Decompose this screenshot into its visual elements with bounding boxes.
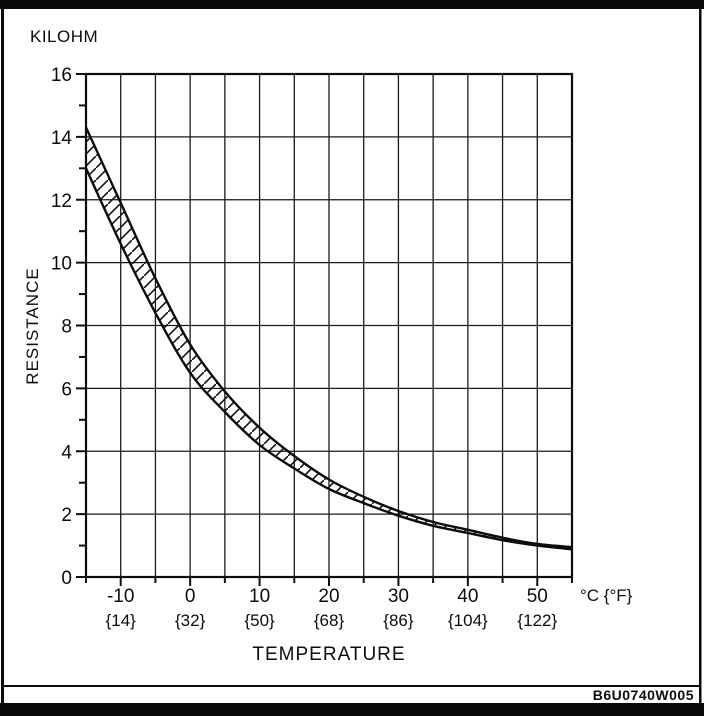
y-tick-label: 0 bbox=[61, 568, 72, 589]
x-tick-label-celsius: 30 bbox=[388, 586, 409, 607]
x-tick-label-celsius: 40 bbox=[457, 586, 478, 607]
axes-and-ticks bbox=[76, 72, 574, 586]
y-tick-label: 14 bbox=[51, 128, 73, 149]
y-tick-label: 12 bbox=[51, 191, 72, 212]
x-tick-label-fahrenheit: {68} bbox=[314, 611, 345, 630]
y-tick-label: 2 bbox=[61, 505, 72, 526]
x-tick-label-fahrenheit: {104} bbox=[448, 611, 488, 630]
x-axis-unit-label: °C {°F} bbox=[580, 586, 633, 605]
scan-bar-top bbox=[0, 0, 704, 9]
scan-border-right bbox=[699, 0, 702, 716]
upper-limit-curve bbox=[84, 126, 573, 549]
band-hatch-area bbox=[86, 127, 572, 550]
y-tick-label: 6 bbox=[61, 379, 72, 400]
x-tick-label-fahrenheit: {122} bbox=[517, 611, 557, 630]
tick-labels: 0 2 4 6 8 10 12 14 16 -10 {14} 0 {32} 10 {50} 20 {68} 30 {… bbox=[51, 65, 558, 630]
y-tick-label: 8 bbox=[61, 317, 72, 338]
y-unit-label: KILOHM bbox=[30, 27, 98, 46]
figure-code: B6U0740W005 bbox=[593, 687, 694, 703]
resistance-band bbox=[84, 126, 573, 551]
x-tick-label-celsius: 50 bbox=[527, 586, 548, 607]
scan-border-left bbox=[1, 0, 4, 716]
x-tick-label-celsius: 20 bbox=[318, 586, 339, 607]
x-tick-label-fahrenheit: {50} bbox=[244, 611, 275, 630]
y-axis-label: RESISTANCE bbox=[23, 267, 42, 384]
grid bbox=[85, 73, 573, 578]
y-tick-label: 10 bbox=[51, 254, 72, 275]
lower-limit-curve bbox=[84, 167, 573, 551]
x-tick-label-celsius: 0 bbox=[185, 586, 196, 607]
x-tick-label-fahrenheit: {32} bbox=[175, 611, 206, 630]
y-tick-label: 16 bbox=[51, 65, 72, 86]
x-tick-label-celsius: 10 bbox=[249, 586, 270, 607]
x-tick-label-fahrenheit: {14} bbox=[106, 611, 137, 630]
x-tick-label-celsius: -10 bbox=[107, 586, 134, 607]
y-tick-label: 4 bbox=[61, 442, 72, 463]
scan-bar-bottom bbox=[0, 703, 704, 716]
x-tick-label-fahrenheit: {86} bbox=[383, 611, 414, 630]
x-axis-label: TEMPERATURE bbox=[252, 644, 405, 665]
